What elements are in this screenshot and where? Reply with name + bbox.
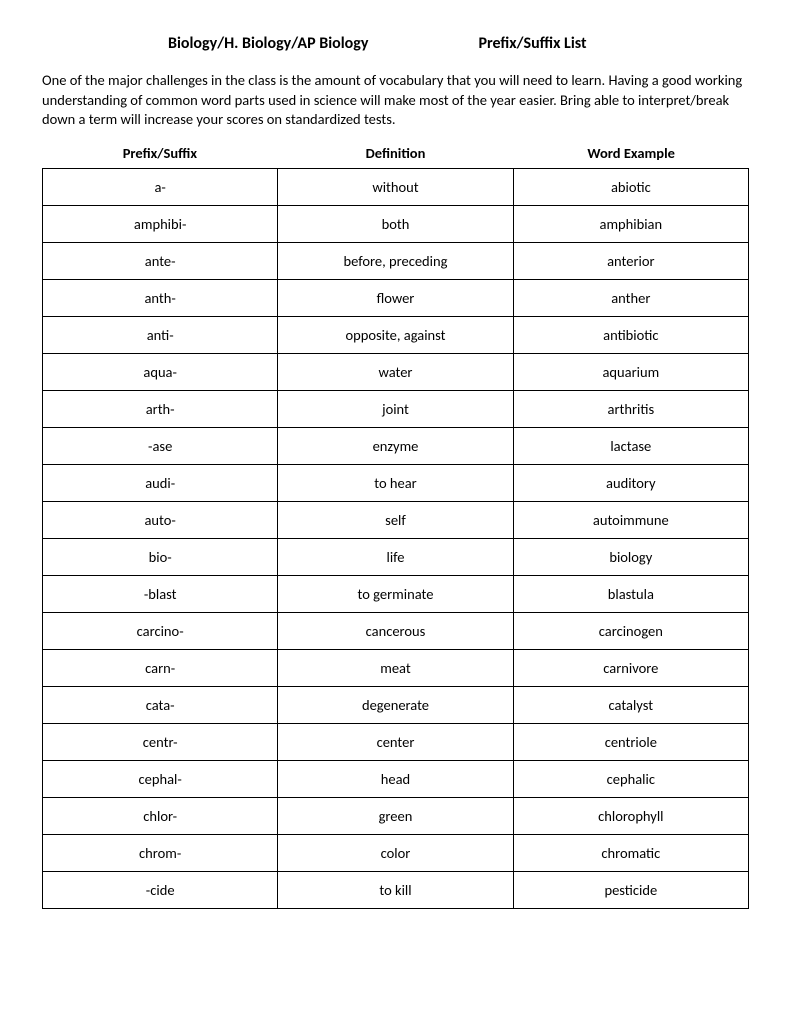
- cell-example: auditory: [513, 464, 748, 501]
- cell-definition: enzyme: [278, 427, 513, 464]
- cell-prefix: auto-: [43, 501, 278, 538]
- cell-definition: color: [278, 834, 513, 871]
- cell-prefix: aqua-: [43, 353, 278, 390]
- cell-example: anterior: [513, 242, 748, 279]
- cell-definition: center: [278, 723, 513, 760]
- table-row: chrom-colorchromatic: [43, 834, 749, 871]
- table-row: -blastto germinateblastula: [43, 575, 749, 612]
- column-header-example: Word Example: [513, 144, 749, 162]
- cell-definition: meat: [278, 649, 513, 686]
- table-row: amphibi-bothamphibian: [43, 205, 749, 242]
- cell-prefix: carn-: [43, 649, 278, 686]
- table-row: cephal-headcephalic: [43, 760, 749, 797]
- cell-definition: self: [278, 501, 513, 538]
- table-row: carn-meatcarnivore: [43, 649, 749, 686]
- cell-definition: to hear: [278, 464, 513, 501]
- cell-example: lactase: [513, 427, 748, 464]
- header-title-right: Prefix/Suffix List: [478, 34, 586, 53]
- cell-example: autoimmune: [513, 501, 748, 538]
- table-row: bio-lifebiology: [43, 538, 749, 575]
- cell-example: chromatic: [513, 834, 748, 871]
- cell-example: blastula: [513, 575, 748, 612]
- cell-prefix: bio-: [43, 538, 278, 575]
- table-row: anth-floweranther: [43, 279, 749, 316]
- cell-definition: life: [278, 538, 513, 575]
- cell-example: amphibian: [513, 205, 748, 242]
- cell-definition: joint: [278, 390, 513, 427]
- cell-prefix: audi-: [43, 464, 278, 501]
- cell-definition: without: [278, 168, 513, 205]
- table-row: aqua-wateraquarium: [43, 353, 749, 390]
- cell-definition: to kill: [278, 871, 513, 908]
- cell-prefix: amphibi-: [43, 205, 278, 242]
- cell-example: carnivore: [513, 649, 748, 686]
- column-header-prefix: Prefix/Suffix: [42, 144, 278, 162]
- intro-paragraph: One of the major challenges in the class…: [42, 71, 749, 130]
- cell-example: aquarium: [513, 353, 748, 390]
- cell-prefix: cata-: [43, 686, 278, 723]
- cell-definition: to germinate: [278, 575, 513, 612]
- table-row: auto-selfautoimmune: [43, 501, 749, 538]
- prefix-suffix-table: a-withoutabioticamphibi-bothamphibianant…: [42, 168, 749, 909]
- column-headers: Prefix/Suffix Definition Word Example: [42, 144, 749, 162]
- table-row: audi-to hearauditory: [43, 464, 749, 501]
- table-row: cata-degeneratecatalyst: [43, 686, 749, 723]
- cell-example: arthritis: [513, 390, 748, 427]
- cell-prefix: anti-: [43, 316, 278, 353]
- table-row: a-withoutabiotic: [43, 168, 749, 205]
- table-row: chlor-greenchlorophyll: [43, 797, 749, 834]
- cell-prefix: -ase: [43, 427, 278, 464]
- cell-prefix: anth-: [43, 279, 278, 316]
- cell-prefix: centr-: [43, 723, 278, 760]
- header-title-left: Biology/H. Biology/AP Biology: [168, 34, 368, 53]
- cell-example: biology: [513, 538, 748, 575]
- table-row: ante-before, precedinganterior: [43, 242, 749, 279]
- cell-definition: head: [278, 760, 513, 797]
- table-row: anti-opposite, againstantibiotic: [43, 316, 749, 353]
- cell-definition: opposite, against: [278, 316, 513, 353]
- cell-example: chlorophyll: [513, 797, 748, 834]
- cell-example: catalyst: [513, 686, 748, 723]
- cell-example: cephalic: [513, 760, 748, 797]
- cell-example: pesticide: [513, 871, 748, 908]
- table-row: carcino-cancerouscarcinogen: [43, 612, 749, 649]
- cell-definition: before, preceding: [278, 242, 513, 279]
- cell-example: anther: [513, 279, 748, 316]
- cell-definition: water: [278, 353, 513, 390]
- page-header: Biology/H. Biology/AP Biology Prefix/Suf…: [42, 34, 749, 53]
- cell-prefix: a-: [43, 168, 278, 205]
- cell-example: carcinogen: [513, 612, 748, 649]
- table-row: -cideto killpesticide: [43, 871, 749, 908]
- cell-prefix: ante-: [43, 242, 278, 279]
- cell-prefix: cephal-: [43, 760, 278, 797]
- cell-prefix: carcino-: [43, 612, 278, 649]
- table-row: arth-jointarthritis: [43, 390, 749, 427]
- table-row: centr-centercentriole: [43, 723, 749, 760]
- cell-definition: degenerate: [278, 686, 513, 723]
- column-header-definition: Definition: [278, 144, 514, 162]
- cell-prefix: arth-: [43, 390, 278, 427]
- cell-prefix: -cide: [43, 871, 278, 908]
- cell-definition: cancerous: [278, 612, 513, 649]
- cell-prefix: -blast: [43, 575, 278, 612]
- cell-prefix: chlor-: [43, 797, 278, 834]
- table-row: -aseenzymelactase: [43, 427, 749, 464]
- cell-example: centriole: [513, 723, 748, 760]
- cell-prefix: chrom-: [43, 834, 278, 871]
- cell-definition: green: [278, 797, 513, 834]
- cell-example: abiotic: [513, 168, 748, 205]
- cell-definition: flower: [278, 279, 513, 316]
- cell-definition: both: [278, 205, 513, 242]
- cell-example: antibiotic: [513, 316, 748, 353]
